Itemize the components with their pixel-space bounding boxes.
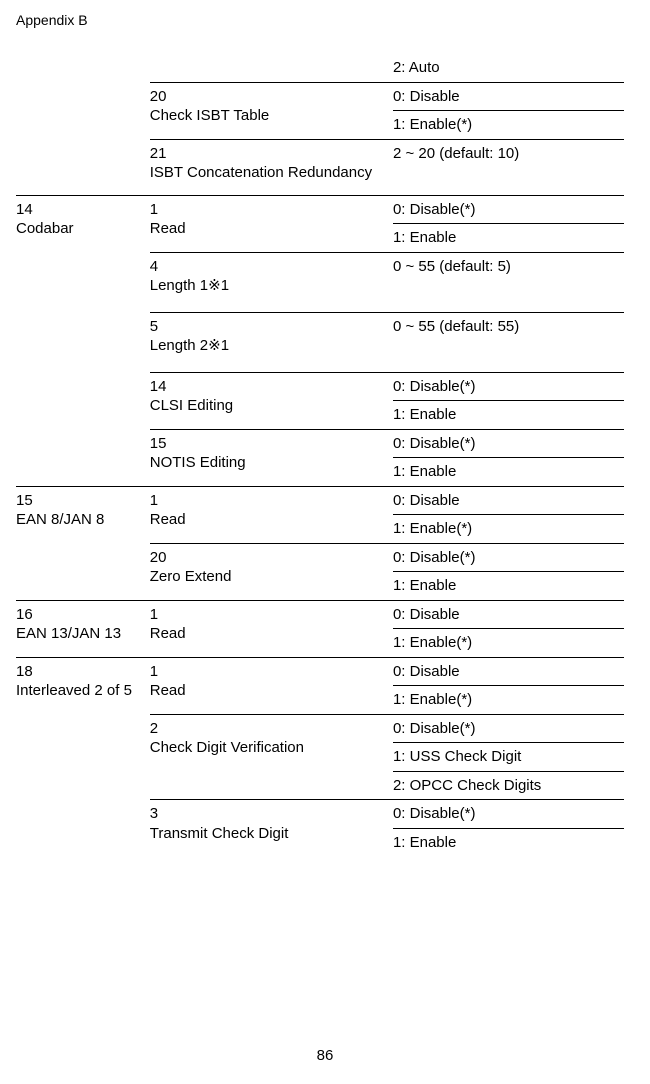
param-check-isbt: 20 Check ISBT Table (150, 82, 393, 139)
val: 0 ~ 55 (default: 5) (393, 252, 624, 312)
param-name: Read (150, 510, 389, 530)
param-name: NOTIS Editing (150, 453, 389, 473)
param-read: 1 Read (150, 195, 393, 252)
param-clsi: 14 CLSI Editing (150, 372, 393, 429)
val: 0 ~ 55 (default: 55) (393, 312, 624, 372)
param-num: 20 (150, 87, 389, 107)
param-isbt-concat: 21 ISBT Concatenation Redundancy (150, 139, 393, 195)
param-name: Length 2※1 (150, 336, 389, 356)
param-num: 5 (150, 317, 389, 337)
val: 1: Enable (393, 572, 624, 601)
val-enable-star: 1: Enable(*) (393, 111, 624, 140)
appendix-label: Appendix B (16, 12, 624, 28)
param-check: 2 Check Digit Verification (150, 714, 393, 800)
param-name: Length 1※1 (150, 276, 389, 296)
param-num: 14 (150, 377, 389, 397)
val: 1: Enable(*) (393, 515, 624, 544)
param-name: CLSI Editing (150, 396, 389, 416)
val: 0: Disable(*) (393, 195, 624, 224)
val: 0: Disable(*) (393, 714, 624, 743)
val: 1: Enable(*) (393, 686, 624, 715)
val: 0: Disable(*) (393, 372, 624, 401)
val: 1: Enable (393, 224, 624, 253)
param-num: 15 (150, 434, 389, 454)
param-num: 20 (150, 548, 389, 568)
param-num: 4 (150, 257, 389, 277)
val: 0: Disable(*) (393, 543, 624, 572)
val: 0: Disable (393, 600, 624, 629)
val-auto: 2: Auto (393, 54, 624, 82)
val: 1: Enable (393, 401, 624, 430)
param-name: Transmit Check Digit (150, 824, 389, 844)
val: 1: Enable(*) (393, 629, 624, 658)
group-i2of5: 18 Interleaved 2 of 5 (16, 657, 150, 856)
settings-table: 2: Auto 20 Check ISBT Table 0: Disable 1… (16, 54, 624, 856)
param-len2: 5 Length 2※1 (150, 312, 393, 372)
val: 2: OPCC Check Digits (393, 771, 624, 800)
group-name: EAN 8/JAN 8 (16, 510, 146, 530)
param-name: Read (150, 681, 389, 701)
param-num: 1 (150, 605, 389, 625)
param-trans: 3 Transmit Check Digit (150, 800, 393, 857)
group-ean13: 16 EAN 13/JAN 13 (16, 600, 150, 657)
val: 1: USS Check Digit (393, 743, 624, 772)
param-name: Zero Extend (150, 567, 389, 587)
param-name: Read (150, 624, 389, 644)
val: 0: Disable (393, 486, 624, 515)
val-disable: 0: Disable (393, 82, 624, 111)
empty-group (16, 54, 150, 195)
page-number: 86 (317, 1047, 334, 1064)
param-name: Read (150, 219, 389, 239)
val: 1: Enable (393, 458, 624, 487)
empty-param (150, 54, 393, 82)
param-read: 1 Read (150, 657, 393, 714)
val: 0: Disable(*) (393, 429, 624, 458)
param-name: ISBT Concatenation Redundancy (150, 163, 389, 183)
val-range: 2 ~ 20 (default: 10) (393, 139, 624, 195)
param-num: 2 (150, 719, 389, 739)
group-num: 14 (16, 200, 146, 220)
val: 0: Disable(*) (393, 800, 624, 829)
group-num: 18 (16, 662, 146, 682)
param-zero: 20 Zero Extend (150, 543, 393, 600)
param-name: Check Digit Verification (150, 738, 389, 758)
param-name: Check ISBT Table (150, 106, 389, 126)
param-num: 1 (150, 200, 389, 220)
group-num: 16 (16, 605, 146, 625)
val: 0: Disable (393, 657, 624, 686)
val: 1: Enable (393, 828, 624, 856)
group-codabar: 14 Codabar (16, 195, 150, 486)
group-name: Codabar (16, 219, 146, 239)
param-num: 3 (150, 804, 389, 824)
param-read: 1 Read (150, 600, 393, 657)
group-num: 15 (16, 491, 146, 511)
group-name: Interleaved 2 of 5 (16, 681, 146, 701)
group-ean8: 15 EAN 8/JAN 8 (16, 486, 150, 600)
param-len1: 4 Length 1※1 (150, 252, 393, 312)
param-num: 21 (150, 144, 389, 164)
param-num: 1 (150, 662, 389, 682)
param-read: 1 Read (150, 486, 393, 543)
group-name: EAN 13/JAN 13 (16, 624, 146, 644)
param-num: 1 (150, 491, 389, 511)
param-notis: 15 NOTIS Editing (150, 429, 393, 486)
